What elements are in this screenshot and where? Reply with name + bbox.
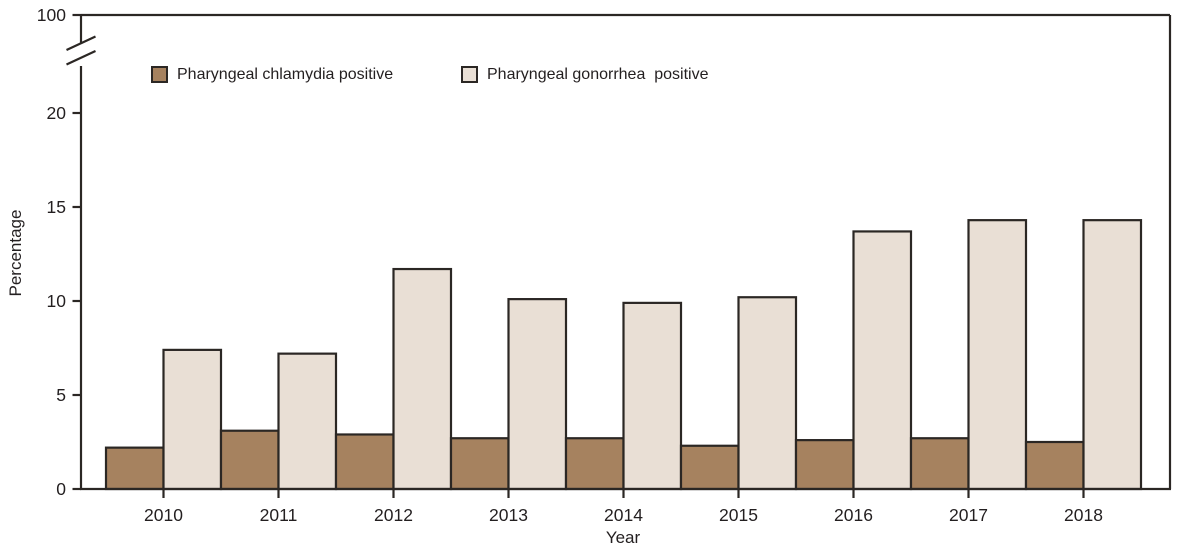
legend-item-gonorrhea: Pharyngeal gonorrhea positive — [461, 65, 708, 84]
bar-2014-chlamydia — [564, 437, 625, 491]
axis-break-slash-lower — [66, 50, 96, 66]
x-tick-label: 2013 — [489, 505, 528, 525]
x-tick-label: 2010 — [144, 505, 183, 525]
y-tick-label: 0 — [56, 479, 66, 499]
bar-2013-chlamydia — [449, 437, 510, 491]
x-tick-label: 2014 — [604, 505, 643, 525]
y-tick-label-100: 100 — [37, 5, 66, 25]
bar-2015-gonorrhea — [737, 296, 798, 491]
gonorrhea-legend-label: Pharyngeal gonorrhea positive — [487, 66, 709, 83]
gonorrhea-legend-swatch — [461, 66, 478, 83]
bar-2011-gonorrhea — [277, 352, 338, 491]
bar-2017-chlamydia — [909, 437, 970, 491]
bar-2010-chlamydia — [104, 446, 165, 491]
chlamydia-legend-swatch — [151, 66, 168, 83]
bar-2018-gonorrhea — [1082, 219, 1143, 491]
bar-2016-chlamydia — [794, 439, 855, 491]
bar-2017-gonorrhea — [967, 219, 1028, 491]
bar-2018-chlamydia — [1024, 440, 1085, 491]
x-tick-label: 2011 — [260, 505, 298, 525]
bar-2015-chlamydia — [679, 444, 740, 491]
chlamydia-legend-label: Pharyngeal chlamydia positive — [177, 66, 394, 83]
bar-2011-chlamydia — [219, 429, 280, 491]
x-tick-label: 2018 — [1064, 505, 1103, 525]
bar-2012-gonorrhea — [392, 267, 453, 491]
bar-2016-gonorrhea — [852, 230, 913, 491]
x-tick-label: 2016 — [834, 505, 873, 525]
x-tick-label: 2017 — [949, 505, 988, 525]
x-tick-label: 2015 — [719, 505, 758, 525]
y-axis-title: Percentage — [6, 209, 25, 297]
y-tick-label: 5 — [56, 385, 66, 405]
legend-item-chlamydia: Pharyngeal chlamydia positive — [151, 65, 393, 84]
y-tick-label: 15 — [47, 197, 66, 217]
bar-2012-chlamydia — [334, 433, 395, 491]
bar-2010-gonorrhea — [162, 348, 223, 491]
bar-2013-gonorrhea — [507, 298, 568, 491]
axis-break-slash-upper — [66, 35, 96, 51]
y-tick-label: 10 — [47, 291, 67, 311]
x-axis-title: Year — [605, 528, 641, 547]
y-tick-label: 20 — [47, 103, 67, 123]
x-tick-label: 2012 — [374, 505, 413, 525]
bar-2014-gonorrhea — [622, 301, 683, 491]
